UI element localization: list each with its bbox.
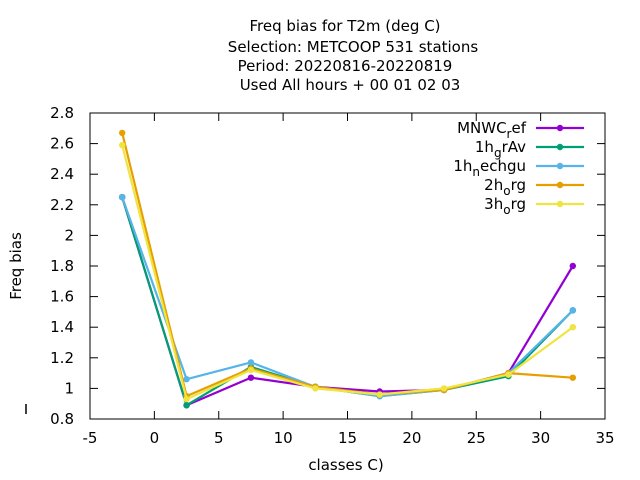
legend-item: 1hgrAv — [475, 138, 584, 160]
data-point — [440, 385, 448, 392]
data-point — [569, 374, 577, 381]
x-axis-label: classes C) — [308, 456, 383, 474]
data-point — [569, 307, 577, 314]
y-axis-label: Freq bias — [7, 232, 25, 300]
legend-label-rest: rg — [511, 176, 526, 194]
legend-label: 1hnechgu — [453, 157, 526, 179]
data-point — [183, 395, 190, 403]
title-line-4: Used All hours + 00 01 02 03 — [240, 76, 461, 94]
series-line — [121, 144, 574, 401]
legend-marker — [556, 143, 564, 151]
data-point — [118, 193, 126, 201]
x-tick-label: 35 — [595, 429, 614, 447]
data-point — [118, 141, 126, 149]
data-point — [183, 376, 190, 383]
y-tick-label: 1.8 — [50, 257, 74, 275]
data-point — [505, 371, 512, 378]
title-line-1: Freq bias for T2m (deg C) — [249, 17, 440, 35]
plot-frame — [89, 112, 606, 420]
legend-marker — [556, 200, 564, 208]
legend-label-rest: rAv — [502, 138, 527, 156]
data-point — [312, 385, 319, 392]
legend-label-main: 1h — [453, 157, 472, 175]
x-tick-label: 30 — [531, 429, 550, 447]
title-line-3: Period: 20220816-20220819 — [238, 57, 453, 75]
data-point — [247, 359, 255, 366]
legend-marker — [556, 181, 564, 189]
title-line-2: Selection: METCOOP 531 stations — [228, 38, 479, 56]
x-tick-label: 10 — [274, 429, 293, 447]
series-3h_org — [118, 141, 577, 403]
data-point — [247, 374, 255, 381]
data-point — [569, 324, 577, 331]
legend-label-rest: ef — [511, 119, 526, 137]
legend-label-sub: r — [507, 127, 512, 141]
legend-label-main: 3h — [484, 195, 503, 213]
y-tick-label: 2.6 — [50, 135, 74, 153]
chart-title: Freq bias for T2m (deg C) Selection: MET… — [228, 17, 479, 94]
data-point — [183, 402, 190, 409]
data-point — [376, 391, 383, 398]
legend-label-main: MNWC — [457, 119, 506, 137]
series-layer — [118, 129, 577, 409]
legend-label: 1hgrAv — [475, 138, 526, 160]
y-tick-label: 2.4 — [50, 165, 74, 183]
y-tick-label: 0.8 — [50, 410, 74, 428]
legend-item: 2horg — [484, 176, 584, 198]
legend-item: 3horg — [484, 195, 584, 217]
x-tick-label: 0 — [150, 429, 160, 447]
series-line — [121, 196, 574, 398]
legend-label-sub: g — [494, 146, 502, 160]
y-tick-label: 1 — [64, 379, 74, 397]
x-tick-label: 5 — [214, 429, 224, 447]
legend-label-main: 1h — [475, 138, 494, 156]
y-tick-label: 1.2 — [50, 349, 74, 367]
legend-label: 2horg — [484, 176, 526, 198]
y-tick-label: 1.4 — [50, 318, 74, 336]
data-point — [247, 366, 255, 374]
data-point — [569, 262, 577, 270]
y-tick-label: 2 — [64, 226, 74, 244]
x-tick-label: 20 — [402, 429, 421, 447]
legend-label: 3horg — [484, 195, 526, 217]
y-tick-label: 2.2 — [50, 196, 74, 214]
legend-label-main: 2h — [484, 176, 503, 194]
legend-marker — [556, 162, 564, 170]
legend-marker — [556, 124, 564, 132]
legend-label-rest: rg — [511, 195, 526, 213]
plot-area: 0.8 1 1.2 1.4 1.6 1.8 2 2.2 2.4 2.6 2.8 -5 0 5 10 15 20 2… — [50, 104, 614, 447]
x-tick-label: -5 — [83, 429, 98, 447]
data-point — [118, 129, 126, 137]
legend-item: 1hnechgu — [453, 157, 584, 179]
legend-label-sub: o — [503, 203, 510, 217]
legend-item: MNWCref — [457, 119, 584, 141]
x-tick-label: 25 — [467, 429, 486, 447]
y-tick-label: 2.8 — [50, 104, 74, 122]
legend-label-sub: o — [503, 184, 510, 198]
legend-label-sub: n — [472, 165, 480, 179]
legend-label-rest: echgu — [480, 157, 526, 175]
legend-label: MNWCref — [457, 119, 527, 141]
x-tick-label: 15 — [338, 429, 357, 447]
series-1h_nechgu — [118, 193, 577, 400]
y-tick-label: 1.6 — [50, 288, 74, 306]
